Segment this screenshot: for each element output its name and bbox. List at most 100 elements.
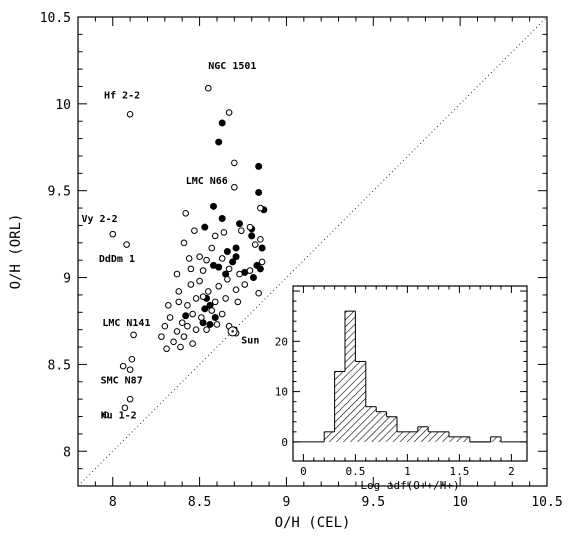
histogram-bar: [407, 431, 418, 442]
inset-x-tick-label: 0: [300, 465, 307, 478]
open-data-point: [218, 255, 226, 262]
sun-symbol-dot: [231, 330, 234, 333]
y-tick-label: 9.5: [48, 185, 71, 200]
object-label: Vy 2-2: [81, 214, 117, 225]
filled-data-point: [255, 188, 263, 196]
open-data-point: [187, 265, 195, 273]
inset-x-tick-label: 1.5: [449, 465, 469, 478]
filled-data-point: [236, 220, 244, 228]
histogram-bar: [490, 436, 501, 442]
open-data-point: [204, 288, 212, 295]
open-data-point: [237, 227, 245, 234]
open-data-point: [246, 223, 254, 231]
open-data-point: [220, 229, 228, 236]
y-tick-label: 9: [63, 272, 71, 287]
histogram-bar: [345, 311, 356, 442]
filled-data-point: [201, 223, 209, 231]
object-label: Hu 1-2: [101, 410, 137, 421]
open-data-point: [189, 310, 196, 318]
open-data-point: [196, 253, 203, 261]
open-data-point: [196, 277, 203, 285]
open-data-point: [126, 366, 134, 373]
histogram-bar: [365, 406, 377, 442]
open-data-point: [257, 236, 264, 243]
filled-data-point: [182, 312, 190, 320]
open-data-point: [231, 159, 238, 167]
filled-data-point: [258, 244, 266, 252]
histogram-bar: [459, 436, 470, 442]
open-data-point: [175, 288, 183, 295]
filled-data-point: [256, 265, 264, 273]
open-data-point: [218, 310, 226, 318]
open-data-point: [119, 362, 127, 370]
filled-data-point: [215, 138, 223, 146]
open-data-point: [258, 258, 266, 266]
open-data-point: [180, 333, 188, 340]
open-data-point: [251, 241, 259, 248]
filled-data-point: [201, 305, 209, 313]
histogram-bar: [438, 431, 449, 442]
filled-data-point: [218, 214, 226, 222]
filled-data-point: [229, 258, 237, 266]
y-tick-label: 10.5: [40, 11, 71, 26]
histogram-bar: [449, 436, 460, 442]
inset-x-tick-label: 1: [404, 465, 411, 478]
open-data-point: [187, 281, 195, 288]
open-data-point: [121, 404, 129, 412]
plot-frame: [77, 16, 548, 487]
open-data-point: [257, 204, 264, 212]
open-data-point: [182, 209, 189, 217]
open-data-point: [126, 110, 134, 118]
open-data-point: [165, 302, 172, 309]
open-data-point: [185, 255, 193, 262]
open-data-point: [198, 314, 205, 321]
open-data-point: [213, 321, 221, 328]
y-tick-label: 8.5: [48, 358, 71, 373]
open-data-point: [158, 333, 165, 340]
open-data-point: [225, 265, 233, 273]
open-data-point: [224, 275, 231, 283]
x-tick-label: 9: [283, 495, 291, 510]
histogram-bar: [324, 431, 335, 442]
open-data-point: [191, 227, 198, 234]
filled-data-point: [232, 244, 240, 252]
open-data-point: [246, 267, 254, 274]
open-data-point: [123, 241, 130, 248]
open-data-point: [163, 345, 170, 353]
equality-line: [77, 16, 548, 487]
open-data-point: [234, 298, 242, 306]
open-data-point: [236, 270, 243, 278]
open-data-point: [173, 270, 181, 278]
open-data-point: [166, 314, 174, 321]
filled-data-point: [255, 162, 263, 170]
x-tick-label: 10: [452, 495, 468, 510]
object-label: LMC N66: [186, 176, 228, 187]
filled-data-point: [232, 253, 240, 261]
open-data-point: [211, 232, 219, 240]
histogram-bar: [376, 411, 387, 442]
open-data-point: [170, 338, 177, 346]
open-data-point: [192, 295, 200, 302]
inset-x-tick-label: 0.5: [345, 465, 365, 478]
open-data-point: [241, 281, 249, 288]
filled-data-point: [223, 248, 231, 255]
object-label: SMC N87: [101, 376, 143, 387]
object-label: Sun: [241, 336, 259, 347]
open-data-point: [161, 322, 169, 330]
inset-x-tick-label: 2: [508, 465, 515, 478]
histogram-bar: [428, 431, 439, 442]
inset-y-tick-label: 10: [275, 386, 288, 399]
open-data-point: [208, 244, 216, 252]
open-data-point: [109, 230, 117, 238]
x-axis-title: O/H (CEL): [275, 515, 351, 531]
open-data-point: [184, 322, 191, 330]
filled-data-point: [218, 119, 226, 127]
histogram-bar: [417, 426, 429, 442]
x-tick-label: 8: [109, 495, 117, 510]
filled-data-point: [211, 314, 219, 322]
filled-data-point: [248, 232, 256, 240]
x-tick-label: 9.5: [362, 495, 385, 510]
y-axis-title: O/H (ORL): [8, 214, 24, 290]
filled-data-point: [249, 274, 257, 282]
